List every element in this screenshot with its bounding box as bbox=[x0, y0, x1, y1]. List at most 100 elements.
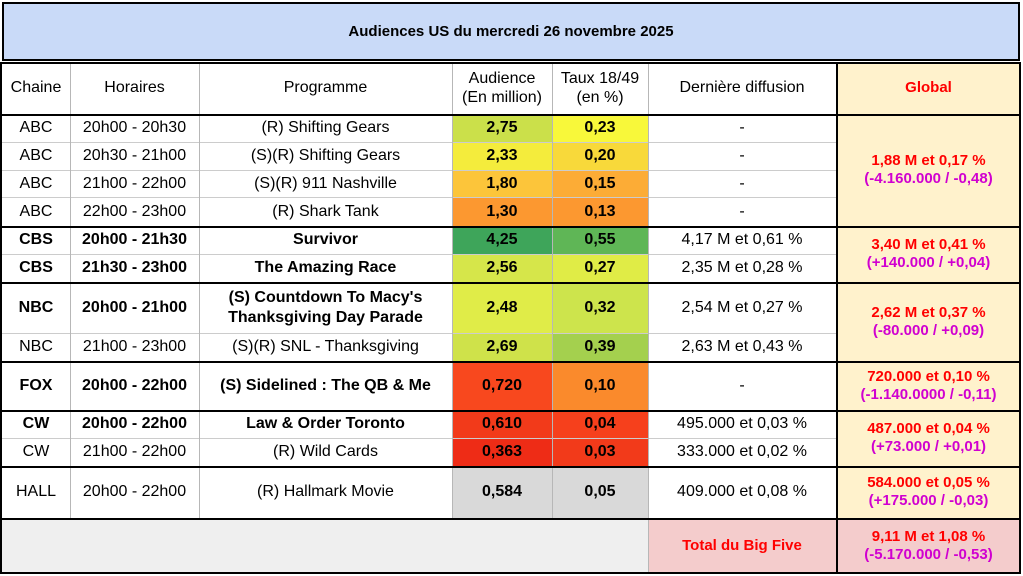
global-cell-line-1: 2,62 M et 0,37 % bbox=[871, 303, 986, 321]
cell-programme: The Amazing Race bbox=[254, 259, 397, 277]
header-chaine: Chaine bbox=[10, 79, 62, 97]
global-cell-line-2: (+73.000 / +0,01) bbox=[870, 438, 987, 455]
column-divider bbox=[552, 62, 553, 518]
cell-audience: 4,25 bbox=[452, 226, 552, 254]
header-derniere: Dernière diffusion bbox=[679, 79, 805, 97]
cell-programme: (R) Wild Cards bbox=[273, 443, 378, 461]
cell-derniere: - bbox=[739, 119, 745, 137]
cell-audience: 0,720 bbox=[452, 361, 552, 410]
group-divider bbox=[2, 410, 1021, 412]
global-cell-line-2: (+175.000 / -0,03) bbox=[868, 492, 989, 509]
cell-horaires: 20h00 - 21h00 bbox=[82, 298, 187, 316]
cell-horaires: 21h00 - 23h00 bbox=[82, 338, 187, 356]
header-audience-line-2: (En million) bbox=[461, 89, 542, 106]
row-divider bbox=[2, 254, 836, 255]
global-cell-line-2: (-80.000 / +0,09) bbox=[872, 321, 985, 339]
row-divider bbox=[2, 170, 836, 171]
header-taux-line-1: Taux 18/49 bbox=[560, 69, 640, 87]
cell-audience: 0,363 bbox=[452, 438, 552, 466]
header-audience: Audience (En million) bbox=[452, 62, 552, 114]
cell-taux: 0,23 bbox=[552, 114, 648, 142]
cell-taux: 0,03 bbox=[552, 438, 648, 466]
cell-horaires: 20h00 - 22h00 bbox=[82, 483, 187, 501]
group-divider bbox=[2, 114, 1021, 116]
row-divider bbox=[2, 333, 836, 334]
empty-cell bbox=[2, 518, 648, 574]
cell-programme: (S) Sidelined : The QB & Me bbox=[220, 376, 431, 394]
group-divider bbox=[2, 466, 1021, 468]
cell-derniere: 2,63 M et 0,43 % bbox=[681, 338, 803, 356]
total-value: 9,11 M et 1,08 % (-5.170.000 / -0,53) bbox=[836, 518, 1021, 574]
cell-horaires: 20h00 - 22h00 bbox=[82, 415, 187, 433]
group-divider bbox=[2, 518, 1021, 520]
column-divider bbox=[648, 62, 649, 518]
cell-chaine: CW bbox=[22, 443, 50, 461]
cell-derniere: - bbox=[739, 376, 745, 394]
cell-derniere: - bbox=[739, 202, 745, 220]
cell-audience: 2,33 bbox=[452, 142, 552, 170]
total-label: Total du Big Five bbox=[648, 518, 836, 574]
cell-horaires: 20h00 - 20h30 bbox=[82, 119, 187, 137]
header-taux: Taux 18/49 (en %) bbox=[552, 62, 648, 114]
cell-derniere: 495.000 et 0,03 % bbox=[677, 415, 807, 433]
cell-chaine: CW bbox=[22, 415, 50, 433]
cell-programme: (S) Countdown To Macy's Thanksgiving Day … bbox=[199, 282, 452, 333]
cell-horaires: 20h00 - 21h30 bbox=[82, 231, 187, 249]
column-divider bbox=[70, 62, 71, 518]
page-title: Audiences US du mercredi 26 novembre 202… bbox=[2, 2, 1020, 61]
cell-audience: 0,610 bbox=[452, 410, 552, 438]
header-taux-line-2: (en %) bbox=[576, 89, 624, 106]
cell-programme: (R) Shark Tank bbox=[272, 202, 379, 220]
row-divider bbox=[2, 197, 836, 198]
cell-taux: 0,20 bbox=[552, 142, 648, 170]
cell-programme-line-1: (S) Countdown To Macy's bbox=[228, 289, 423, 307]
cell-horaires: 20h30 - 21h00 bbox=[82, 147, 187, 165]
group-divider bbox=[2, 226, 1021, 228]
cell-taux: 0,55 bbox=[552, 226, 648, 254]
cell-horaires: 20h00 - 22h00 bbox=[82, 376, 187, 394]
cell-taux: 0,10 bbox=[552, 361, 648, 410]
cell-derniere: 4,17 M et 0,61 % bbox=[681, 231, 803, 249]
cell-audience: 2,56 bbox=[452, 254, 552, 282]
column-divider bbox=[648, 518, 649, 574]
cell-chaine: ABC bbox=[19, 174, 53, 192]
global-cell: 584.000 et 0,05 % (+175.000 / -0,03) bbox=[836, 466, 1021, 518]
column-divider bbox=[199, 62, 200, 518]
cell-derniere: 409.000 et 0,08 % bbox=[677, 483, 807, 501]
total-value-line-1: 9,11 M et 1,08 % bbox=[871, 528, 986, 545]
header-audience-line-1: Audience bbox=[468, 69, 536, 87]
global-cell-line-1: 720.000 et 0,10 % bbox=[867, 367, 990, 385]
cell-chaine: CBS bbox=[19, 231, 53, 249]
cell-derniere: 2,35 M et 0,28 % bbox=[681, 259, 803, 277]
cell-horaires: 21h00 - 22h00 bbox=[82, 443, 187, 461]
column-divider bbox=[452, 62, 453, 518]
cell-chaine: NBC bbox=[18, 298, 54, 316]
cell-taux: 0,04 bbox=[552, 410, 648, 438]
cell-taux: 0,39 bbox=[552, 333, 648, 361]
cell-programme: Survivor bbox=[293, 231, 358, 249]
cell-audience: 1,30 bbox=[452, 197, 552, 226]
global-cell-line-2: (+140.000 / +0,04) bbox=[866, 254, 991, 271]
cell-chaine: NBC bbox=[19, 338, 53, 356]
row-divider bbox=[2, 142, 836, 143]
cell-programme-line-2: Thanksgiving Day Parade bbox=[228, 308, 423, 326]
total-value-line-2: (-5.170.000 / -0,53) bbox=[864, 546, 993, 563]
cell-chaine: HALL bbox=[15, 483, 57, 501]
cell-audience: 2,69 bbox=[452, 333, 552, 361]
cell-horaires: 22h00 - 23h00 bbox=[82, 202, 187, 220]
header-global: Global bbox=[836, 62, 1021, 114]
cell-chaine: ABC bbox=[19, 147, 53, 165]
table-border-right bbox=[1019, 62, 1021, 574]
cell-audience: 0,584 bbox=[452, 466, 552, 518]
cell-taux: 0,32 bbox=[552, 282, 648, 333]
group-divider bbox=[2, 361, 1021, 363]
cell-programme: (R) Hallmark Movie bbox=[257, 483, 394, 501]
cell-taux: 0,27 bbox=[552, 254, 648, 282]
cell-chaine: FOX bbox=[19, 376, 53, 394]
global-cell: 3,40 M et 0,41 % (+140.000 / +0,04) bbox=[836, 226, 1021, 282]
cell-audience: 2,48 bbox=[452, 282, 552, 333]
cell-derniere: 333.000 et 0,02 % bbox=[677, 443, 807, 461]
global-cell-line-1: 1,88 M et 0,17 % bbox=[871, 152, 986, 169]
cell-chaine: CBS bbox=[19, 259, 53, 277]
cell-programme: (S)(R) 911 Nashville bbox=[254, 174, 397, 192]
